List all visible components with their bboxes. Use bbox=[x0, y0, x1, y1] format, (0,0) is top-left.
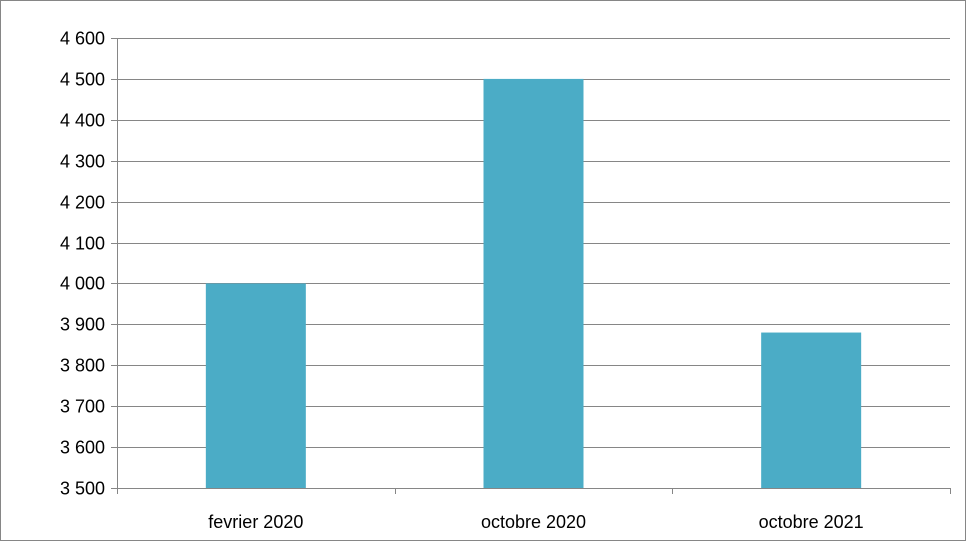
bar-octobre-2020 bbox=[483, 78, 584, 488]
y-tick-label: 4 000 bbox=[60, 274, 105, 294]
y-tick-label: 3 500 bbox=[60, 479, 105, 499]
x-tick-label: fevrier 2020 bbox=[208, 512, 303, 532]
x-tick-labels: fevrier 2020 octobre 2020 octobre 2021 bbox=[208, 512, 863, 532]
y-tick-label: 4 200 bbox=[60, 193, 105, 213]
bar-octobre-2021 bbox=[761, 332, 862, 488]
bars bbox=[205, 78, 862, 488]
y-tick-label: 4 500 bbox=[60, 70, 105, 90]
x-tick-label: octobre 2021 bbox=[759, 512, 864, 532]
y-tick-label: 4 400 bbox=[60, 111, 105, 131]
y-tick-label: 4 300 bbox=[60, 152, 105, 172]
axes bbox=[111, 38, 951, 494]
y-tick-label: 4 100 bbox=[60, 234, 105, 254]
y-tick-label: 3 600 bbox=[60, 438, 105, 458]
y-tick-label: 3 700 bbox=[60, 397, 105, 417]
y-tick-labels: 3 500 3 600 3 700 3 800 3 900 4 000 4 100 4 200… bbox=[60, 29, 105, 499]
x-tick-label: octobre 2020 bbox=[481, 512, 586, 532]
y-tick-label: 3 800 bbox=[60, 356, 105, 376]
bar-fevrier-2020 bbox=[205, 283, 306, 488]
y-tick-label: 3 900 bbox=[60, 315, 105, 335]
y-tick-label: 4 600 bbox=[60, 29, 105, 49]
